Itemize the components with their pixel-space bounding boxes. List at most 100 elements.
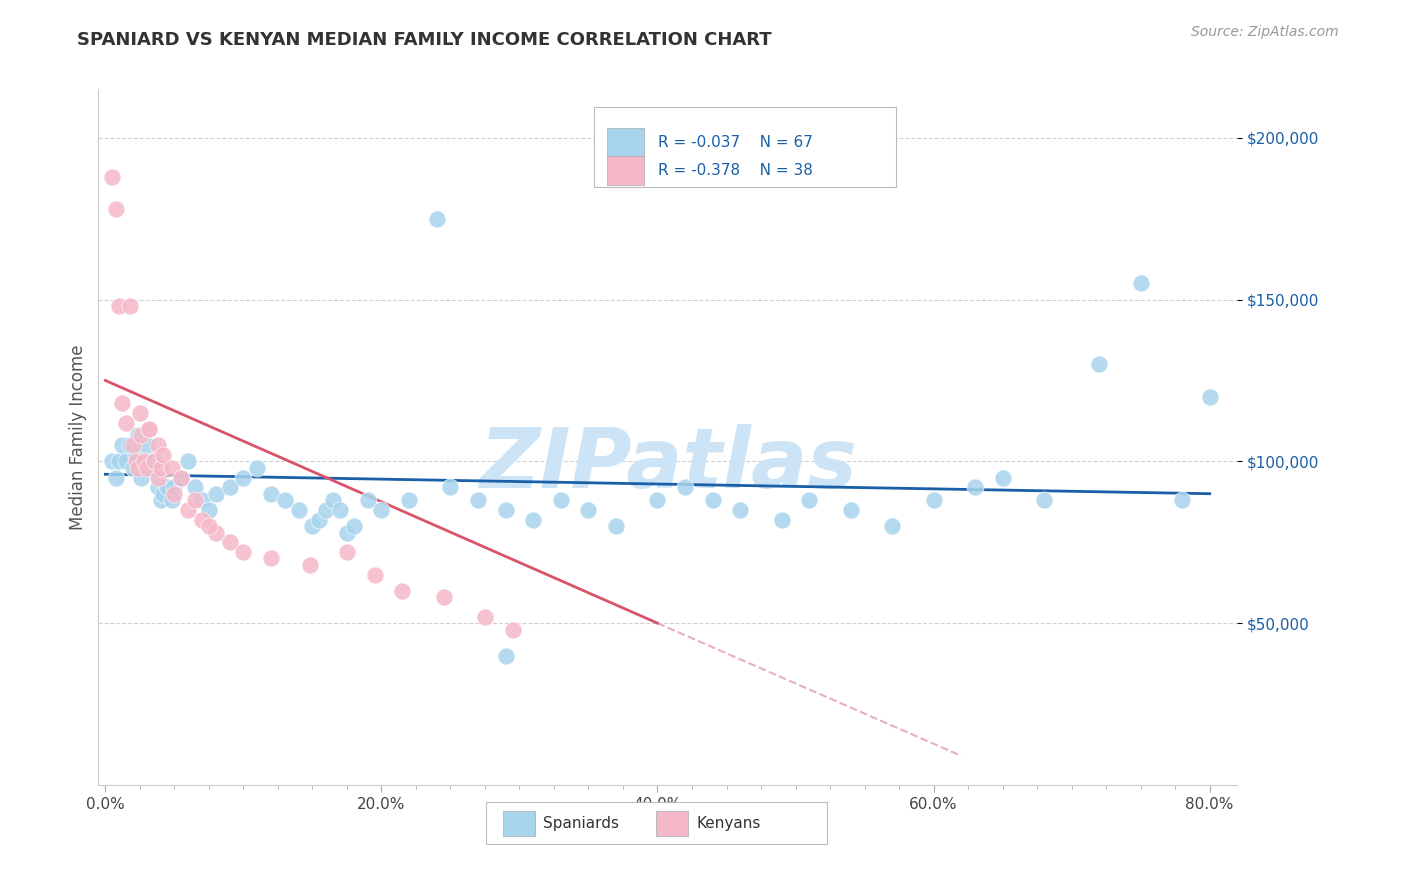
Point xyxy=(125,448,148,462)
Point xyxy=(105,202,128,216)
Point xyxy=(260,551,283,566)
Point xyxy=(301,519,323,533)
Point xyxy=(274,493,297,508)
Bar xyxy=(607,128,644,157)
Point xyxy=(152,486,174,500)
Point xyxy=(356,493,378,508)
Point xyxy=(132,454,155,468)
Point xyxy=(149,493,172,508)
Point xyxy=(129,428,152,442)
Point xyxy=(135,438,157,452)
Point xyxy=(298,558,321,572)
Point xyxy=(120,299,142,313)
Point xyxy=(218,535,240,549)
Point xyxy=(702,493,724,508)
Point xyxy=(138,422,160,436)
Point xyxy=(647,493,669,508)
Point xyxy=(142,454,165,468)
Point xyxy=(122,460,145,475)
Point xyxy=(191,493,214,508)
FancyBboxPatch shape xyxy=(485,803,827,844)
Point xyxy=(198,519,221,533)
Point xyxy=(177,454,200,468)
Point xyxy=(232,470,254,484)
Point xyxy=(135,460,157,475)
Point xyxy=(120,438,142,452)
Point xyxy=(398,493,420,508)
Point xyxy=(839,503,862,517)
Point xyxy=(605,519,627,533)
Point xyxy=(502,623,524,637)
Point xyxy=(770,513,793,527)
Point xyxy=(101,169,124,184)
Point xyxy=(315,503,337,517)
Point xyxy=(1088,357,1111,371)
Text: Spaniards: Spaniards xyxy=(543,815,619,830)
Point xyxy=(474,609,496,624)
Point xyxy=(363,567,385,582)
Point xyxy=(922,493,945,508)
Point xyxy=(1033,493,1056,508)
Point xyxy=(204,486,226,500)
Point xyxy=(370,503,392,517)
Point xyxy=(495,648,517,663)
Point xyxy=(218,480,240,494)
Point xyxy=(170,470,193,484)
Point xyxy=(146,470,169,484)
Point xyxy=(146,480,169,494)
Point xyxy=(432,591,454,605)
Point xyxy=(991,470,1014,484)
Point xyxy=(160,493,183,508)
Point xyxy=(163,480,186,494)
Point xyxy=(128,406,150,420)
Point xyxy=(105,470,128,484)
Point xyxy=(336,545,359,559)
Point xyxy=(246,460,269,475)
Point xyxy=(730,503,752,517)
Bar xyxy=(503,811,534,836)
Point xyxy=(127,460,149,475)
Point xyxy=(184,480,207,494)
Point xyxy=(115,454,138,468)
Point xyxy=(111,438,134,452)
Point xyxy=(439,480,461,494)
Point xyxy=(287,503,309,517)
Point xyxy=(343,519,366,533)
Point xyxy=(149,460,172,475)
FancyBboxPatch shape xyxy=(593,106,896,186)
Bar xyxy=(657,811,689,836)
Point xyxy=(204,525,226,540)
Text: Source: ZipAtlas.com: Source: ZipAtlas.com xyxy=(1191,25,1339,39)
Point xyxy=(1171,493,1194,508)
Point xyxy=(550,493,572,508)
Point xyxy=(132,454,155,468)
Point xyxy=(127,428,149,442)
Point xyxy=(522,513,544,527)
Point xyxy=(799,493,821,508)
Point xyxy=(111,396,134,410)
Point xyxy=(177,503,200,517)
Point xyxy=(156,480,179,494)
Point xyxy=(495,503,517,517)
Point xyxy=(882,519,904,533)
Point xyxy=(142,454,165,468)
Y-axis label: Median Family Income: Median Family Income xyxy=(69,344,87,530)
Text: R = -0.037    N = 67: R = -0.037 N = 67 xyxy=(658,135,813,150)
Point xyxy=(122,438,145,452)
Point xyxy=(329,503,352,517)
Point xyxy=(322,493,344,508)
Point xyxy=(191,513,214,527)
Point xyxy=(184,493,207,508)
Point xyxy=(1198,390,1220,404)
Point xyxy=(152,448,174,462)
Point xyxy=(108,454,131,468)
Point xyxy=(578,503,600,517)
Point xyxy=(336,525,359,540)
Text: ZIPatlas: ZIPatlas xyxy=(479,425,856,506)
Point xyxy=(108,299,131,313)
Point xyxy=(963,480,986,494)
Point xyxy=(170,470,193,484)
Point xyxy=(129,470,152,484)
Point xyxy=(101,454,124,468)
Point xyxy=(115,416,138,430)
